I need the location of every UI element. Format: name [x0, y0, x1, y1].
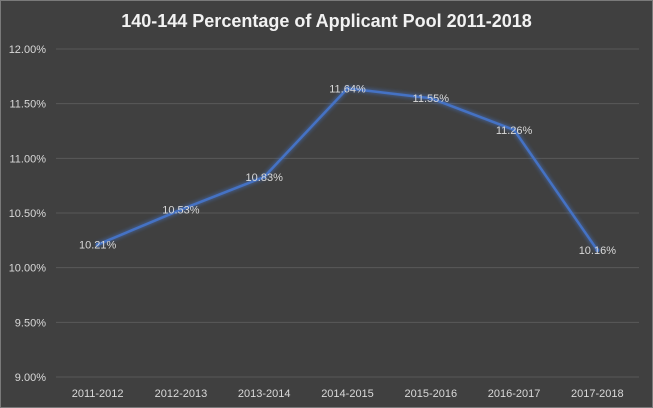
x-tick-label: 2011-2012 [72, 388, 124, 400]
data-point [262, 174, 267, 179]
x-tick-label: 2014-2015 [321, 388, 374, 400]
y-tick-label: 12.00% [9, 44, 47, 56]
x-tick-label: 2013-2014 [238, 388, 291, 400]
gridlines [56, 48, 639, 378]
series-line [96, 87, 599, 252]
x-tick-label: 2016-2017 [488, 388, 541, 400]
data-label: 10.16% [579, 245, 617, 257]
data-label: 10.83% [246, 172, 284, 184]
data-label: 11.55% [413, 93, 450, 105]
y-tick-label: 11.00% [10, 153, 47, 165]
data-labels: 10.21% 10.53% 10.83% 11.64% 11.55% 11.26% 10.1… [79, 83, 616, 257]
data-point [95, 242, 100, 247]
x-tick-label: 2012-2013 [155, 388, 208, 400]
y-axis-tick-labels: 9.00% 9.50% 10.00% 10.50% 11.00% 11.50% 12.00% [9, 44, 47, 384]
x-axis-tick-labels: 2011-2012 2012-2013 2013-2014 2014-2015 2015… [72, 388, 624, 400]
data-point [512, 127, 517, 132]
y-tick-label: 10.00% [9, 263, 47, 275]
y-tick-label: 10.50% [9, 208, 47, 220]
data-label: 10.21% [79, 240, 117, 252]
data-label: 11.26% [496, 125, 533, 137]
data-point [428, 96, 433, 101]
data-label: 11.64% [329, 83, 366, 95]
data-label: 10.53% [162, 205, 200, 217]
y-tick-label: 9.00% [15, 372, 46, 384]
x-tick-label: 2017-2018 [571, 388, 624, 400]
data-point [345, 86, 350, 91]
y-tick-label: 11.50% [10, 99, 47, 111]
x-tick-label: 2015-2016 [404, 388, 457, 400]
chart-title: 140-144 Percentage of Applicant Pool 201… [121, 11, 532, 31]
data-point [178, 207, 183, 212]
y-tick-label: 9.50% [15, 317, 46, 329]
series [95, 86, 600, 253]
data-point [595, 248, 600, 253]
